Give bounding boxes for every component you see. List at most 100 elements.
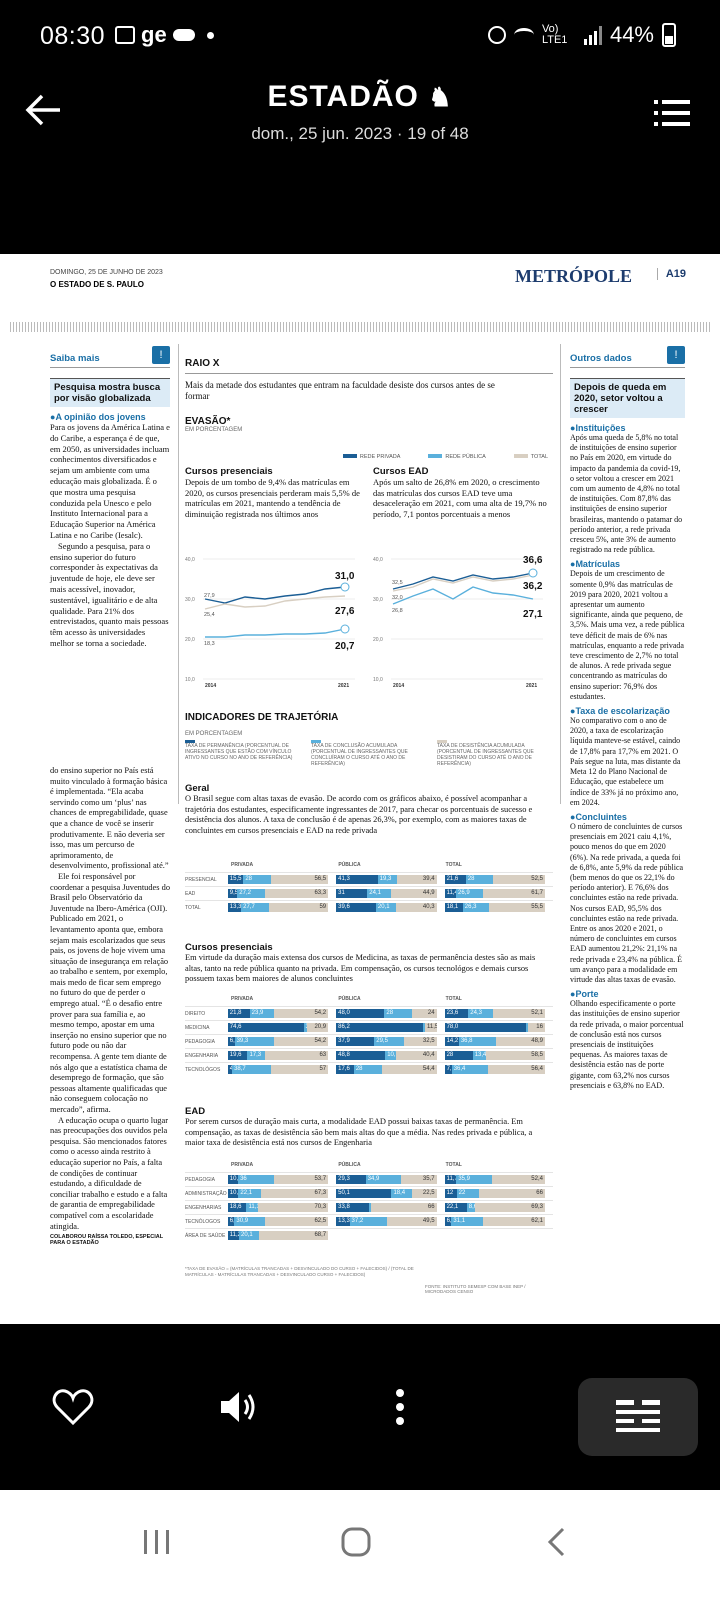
bar-segment: 35,9 [456, 1175, 493, 1184]
system-nav-bar [0, 1490, 720, 1600]
cp-section: Cursos presenciais Em virtude da duração… [185, 942, 553, 985]
stacked-bar-tot: 7,136,456,4 [444, 1065, 545, 1074]
bar-segment: 26,3 [462, 903, 490, 912]
stacked-bar-priv: 9,5 27,2 63,3 [227, 889, 329, 898]
bar-segment: 33,8 [336, 1203, 370, 1212]
right-b1-text: Após uma queda de 5,8% no total de insti… [570, 433, 683, 555]
stacked-bar-priv: 6,839,354,2 [227, 1037, 329, 1046]
bar-segment: 13,3 [336, 1217, 350, 1226]
bar-segment: 17,6 [336, 1065, 354, 1074]
stacked-bar-pub: 48,0 28 24 [336, 1009, 437, 1018]
stacked-bar-priv: 6,630,962,5 [227, 1217, 329, 1226]
y-tick: 30,0 [373, 597, 383, 603]
left-column: Saiba mais ! Pesquisa mostra busca por v… [50, 346, 170, 649]
newspaper-page[interactable]: DOMINGO, 25 DE JUNHO DE 2023 O ESTADO DE… [0, 254, 720, 1324]
right-b3-text: No comparativo com o ano de 2020, a taxa… [570, 716, 681, 807]
bar-segment: 31,1 [451, 1217, 483, 1226]
y-tick: 30,0 [185, 597, 195, 603]
right-b5-title: Porte [570, 989, 685, 999]
start-label: 25,4 [204, 612, 215, 618]
stacked-bar-tot: 11,426,961,7 [444, 889, 545, 898]
battery-percent: 44% [609, 22, 654, 47]
stacked-bar-priv: 13,3 27,7 59 [227, 903, 329, 912]
bar-segment: 29,3 [336, 1175, 366, 1184]
ead-title: Cursos EAD [373, 466, 429, 477]
bar-segment: 48,0 [336, 1009, 385, 1018]
bar-segment: 28 [353, 1065, 382, 1074]
bar-segment: 56,4 [488, 1065, 545, 1074]
indicadores-unit: EM PORCENTAGEM [185, 731, 243, 737]
info-icon: ! [667, 346, 685, 364]
bar-chart-row: PEDAGOGIA10,33653,729,334,935,711,735,95… [185, 1172, 553, 1186]
bar-segment: 57 [270, 1065, 329, 1074]
row-label: PRESENCIAL [185, 876, 217, 883]
stacked-bar-tot: 28 13,4 58,5 [444, 1051, 545, 1060]
end-label: 31,0 [335, 571, 355, 582]
bar-segment: 11,5 [425, 1023, 437, 1032]
bar-segment: 66 [371, 1203, 437, 1212]
cp-title: Cursos presenciais [185, 942, 273, 953]
geral-text: O Brasil segue com altas taxas de evasão… [185, 794, 533, 835]
bar-segment: 61,7 [483, 889, 545, 898]
bar-segment: 21,8 [227, 1009, 250, 1018]
home-icon[interactable] [340, 1526, 372, 1558]
stacked-bar-pub: 33,80,266 [336, 1203, 437, 1212]
dot-icon [206, 31, 214, 39]
bar-segment: 52,5 [493, 875, 545, 884]
y-tick: 10,0 [185, 677, 195, 683]
left-kicker: Saiba mais [50, 353, 100, 364]
bar-segment: 3,4 [303, 1023, 307, 1032]
stacked-bar-tot [445, 1231, 545, 1240]
gallery-icon [115, 26, 135, 44]
line-chart-presenciais: 40,0 30,0 20,0 10,0 27,9 25,4 18,3 31,0 … [185, 557, 355, 689]
recent-apps-icon[interactable] [142, 1528, 172, 1556]
x-tick: 2021 [338, 683, 349, 689]
row-label: PEDAGOGIA [185, 1038, 216, 1045]
left-p2: Segundo a pesquisa, para o ensino superi… [50, 540, 169, 648]
bar-segment: 36 [238, 1175, 275, 1184]
row-label: MEDICINA [185, 1024, 210, 1031]
y-tick: 20,0 [373, 637, 383, 643]
end-label: 27,1 [523, 609, 543, 620]
x-tick: 2014 [393, 683, 404, 689]
bar-segment: 70,3 [257, 1203, 329, 1212]
row-label: TOTAL [185, 904, 201, 911]
bar-segment: 24 [412, 1009, 437, 1018]
row-label: ENGENHARIA [185, 1052, 219, 1059]
app-title: ESTADÃO ♞ [267, 80, 453, 113]
page-layout-button[interactable] [578, 1378, 698, 1456]
back-arrow-icon[interactable] [24, 90, 64, 130]
stacked-bar-pub: 13,3 37,2 49,5 [336, 1217, 437, 1226]
back-nav-icon[interactable] [545, 1526, 567, 1558]
line-chart-ead: 40,0 30,0 20,0 10,0 32,5 32,0 26,8 36,6 … [373, 555, 543, 689]
y-tick: 10,0 [373, 677, 383, 683]
more-vert-icon[interactable] [394, 1388, 406, 1426]
right-b3-title: Taxa de escolarização [570, 706, 685, 716]
stacked-bar-tot: 11,735,952,4 [444, 1175, 545, 1184]
menu-list-icon[interactable] [654, 98, 690, 128]
row-label: TECNOLÓGOS [185, 1066, 221, 1073]
bar-segment: 39,4 [397, 875, 437, 884]
bar-segment: 28 [384, 1009, 413, 1018]
start-label: 18,3 [204, 641, 215, 647]
stacked-bar-tot: 78,0 16 [444, 1023, 545, 1032]
bar-segment: 40,3 [396, 903, 437, 912]
bar-segment: 66 [478, 1189, 545, 1198]
y-tick: 20,0 [185, 637, 195, 643]
end-label: 20,7 [335, 641, 355, 652]
stacked-bar-tot: 21,6 28 52,5 [444, 875, 545, 884]
bar-segment: 6,8 [444, 1217, 452, 1226]
heart-icon[interactable] [52, 1388, 94, 1426]
stacked-bar-priv: 15,5 28 56,5 [227, 875, 329, 884]
right-b4-title: Concluintes [570, 812, 685, 822]
bar-segment [526, 1023, 529, 1032]
x-tick: 2014 [205, 683, 216, 689]
bar-segment: 6,8 [227, 1037, 235, 1046]
ead2-title: EAD [185, 1106, 206, 1117]
bar-segment: 37,9 [336, 1037, 375, 1046]
speaker-icon[interactable] [218, 1388, 258, 1426]
right-b4-text: O número de concluintes de cursos presen… [570, 821, 684, 984]
bar-segment: 36,8 [458, 1037, 496, 1046]
stacked-bar-priv: 10,33653,7 [227, 1175, 329, 1184]
